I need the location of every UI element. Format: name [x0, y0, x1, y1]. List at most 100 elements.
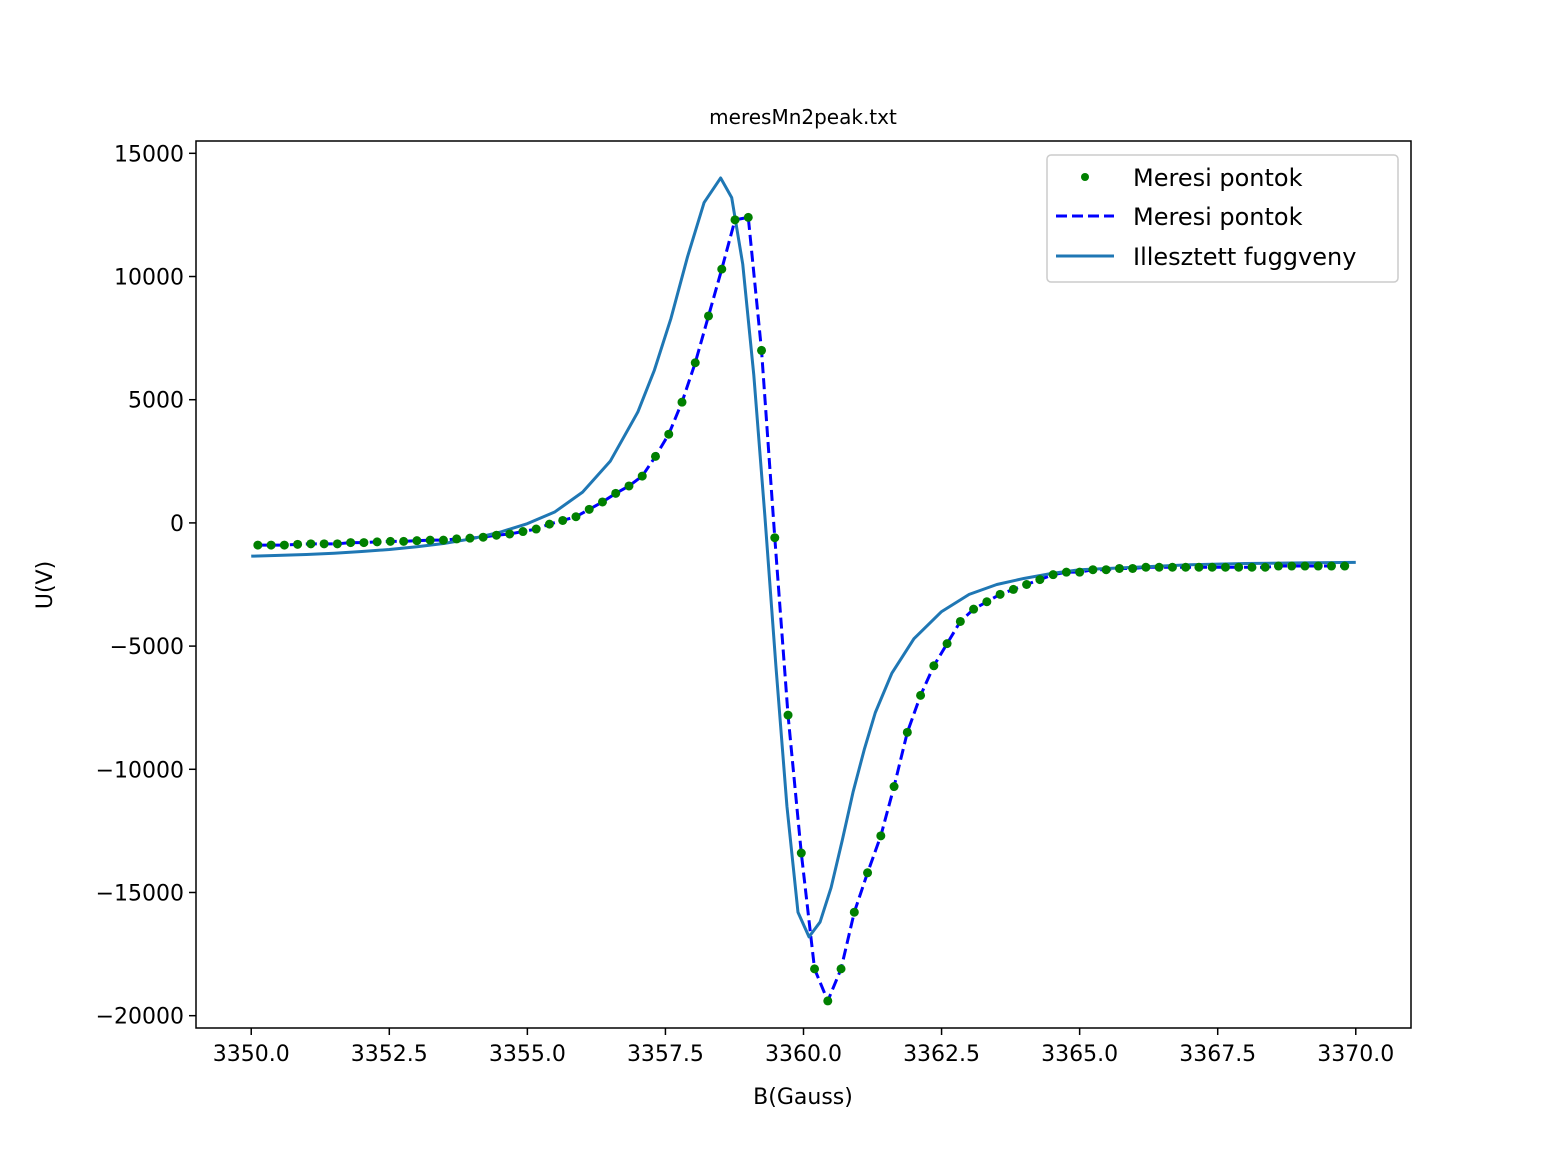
data-point	[544, 519, 554, 529]
data-point	[558, 515, 568, 525]
x-axis: 3350.0 3352.5 3355.0 3357.5 3360.0 3362.5 3365…	[213, 1028, 1394, 1067]
data-point	[1048, 570, 1058, 580]
data-point	[677, 397, 687, 407]
data-point	[491, 530, 501, 540]
data-point	[279, 540, 289, 550]
data-point	[1207, 562, 1217, 572]
data-point	[942, 639, 952, 649]
chart-title: meresMn2peak.txt	[709, 105, 897, 129]
data-point	[743, 212, 753, 222]
data-point	[1340, 561, 1350, 571]
y-tick-label: −10000	[96, 758, 184, 783]
data-point	[1260, 562, 1270, 572]
data-point	[995, 589, 1005, 599]
legend-box	[1046, 154, 1399, 283]
data-point	[810, 964, 820, 974]
x-tick-label: 3350.0	[213, 1042, 290, 1067]
data-point	[584, 504, 594, 514]
data-point	[465, 533, 475, 543]
x-tick-label: 3357.5	[627, 1042, 704, 1067]
data-point	[399, 536, 409, 546]
data-point	[385, 536, 395, 546]
data-point	[518, 527, 528, 537]
x-tick-label: 3360.0	[765, 1042, 842, 1067]
data-point	[849, 907, 859, 917]
data-point	[982, 597, 992, 607]
data-point	[1141, 562, 1151, 572]
data-point	[253, 540, 263, 550]
data-point	[425, 535, 435, 545]
data-point	[929, 661, 939, 671]
data-point	[783, 710, 793, 720]
data-point	[452, 534, 462, 544]
data-point	[1075, 567, 1085, 577]
data-point	[1088, 565, 1098, 575]
data-point	[1008, 584, 1018, 594]
data-point	[1273, 561, 1283, 571]
data-point	[902, 727, 912, 737]
data-point	[770, 533, 780, 543]
y-tick-label: 0	[170, 512, 184, 537]
y-tick-label: 15000	[114, 142, 184, 167]
x-tick-label: 3367.5	[1179, 1042, 1256, 1067]
data-point	[650, 451, 660, 461]
data-point	[1035, 575, 1045, 585]
y-tick-label: −15000	[96, 881, 184, 906]
data-point	[306, 539, 316, 549]
data-point	[1313, 561, 1323, 571]
data-point	[955, 616, 965, 626]
data-point	[412, 536, 422, 546]
data-point	[1022, 580, 1032, 589]
data-point	[690, 358, 700, 368]
y-tick-label: 10000	[114, 266, 184, 291]
legend-marker-points	[1081, 173, 1089, 181]
data-point	[624, 481, 634, 491]
y-tick-label: −20000	[96, 1005, 184, 1030]
x-tick-label: 3352.5	[351, 1042, 428, 1067]
data-point	[1300, 561, 1310, 571]
data-point	[1287, 561, 1297, 571]
x-axis-label: B(Gauss)	[753, 1085, 853, 1110]
data-point	[1247, 562, 1257, 572]
data-point	[1128, 563, 1138, 573]
data-point	[332, 539, 342, 549]
data-point	[1061, 567, 1071, 577]
data-point	[1194, 562, 1204, 572]
data-point	[359, 538, 369, 548]
data-point	[611, 488, 621, 498]
data-point	[1114, 563, 1124, 573]
y-axis: 15000 10000 5000 0 −5000 −10000 −15000 −20000	[96, 142, 196, 1030]
data-point	[863, 868, 873, 878]
legend-label-dashed: Meresi pontok	[1133, 203, 1303, 231]
data-point	[319, 539, 329, 549]
data-point	[597, 497, 607, 507]
data-point	[1220, 562, 1230, 572]
data-point	[1101, 565, 1111, 575]
data-point	[916, 690, 926, 700]
data-point	[293, 539, 303, 549]
data-point	[1154, 562, 1164, 572]
data-point	[1326, 561, 1336, 571]
data-point	[664, 429, 674, 439]
x-tick-label: 3362.5	[903, 1042, 980, 1067]
y-tick-label: 5000	[128, 389, 184, 414]
data-point	[823, 996, 833, 1006]
data-point	[969, 604, 979, 614]
data-point	[704, 311, 714, 321]
data-point	[796, 848, 806, 858]
data-point	[757, 345, 767, 355]
y-tick-label: −5000	[110, 635, 184, 660]
data-point	[571, 512, 581, 522]
y-axis-label: U(V)	[33, 561, 58, 609]
data-point	[637, 471, 647, 481]
x-tick-label: 3365.0	[1041, 1042, 1118, 1067]
data-point	[1234, 562, 1244, 572]
data-point	[876, 831, 886, 841]
data-point	[717, 264, 727, 274]
data-point	[372, 537, 382, 547]
data-point	[346, 538, 356, 548]
data-point	[730, 215, 740, 225]
legend-label-points: Meresi pontok	[1133, 164, 1303, 192]
x-tick-label: 3370.0	[1317, 1042, 1394, 1067]
